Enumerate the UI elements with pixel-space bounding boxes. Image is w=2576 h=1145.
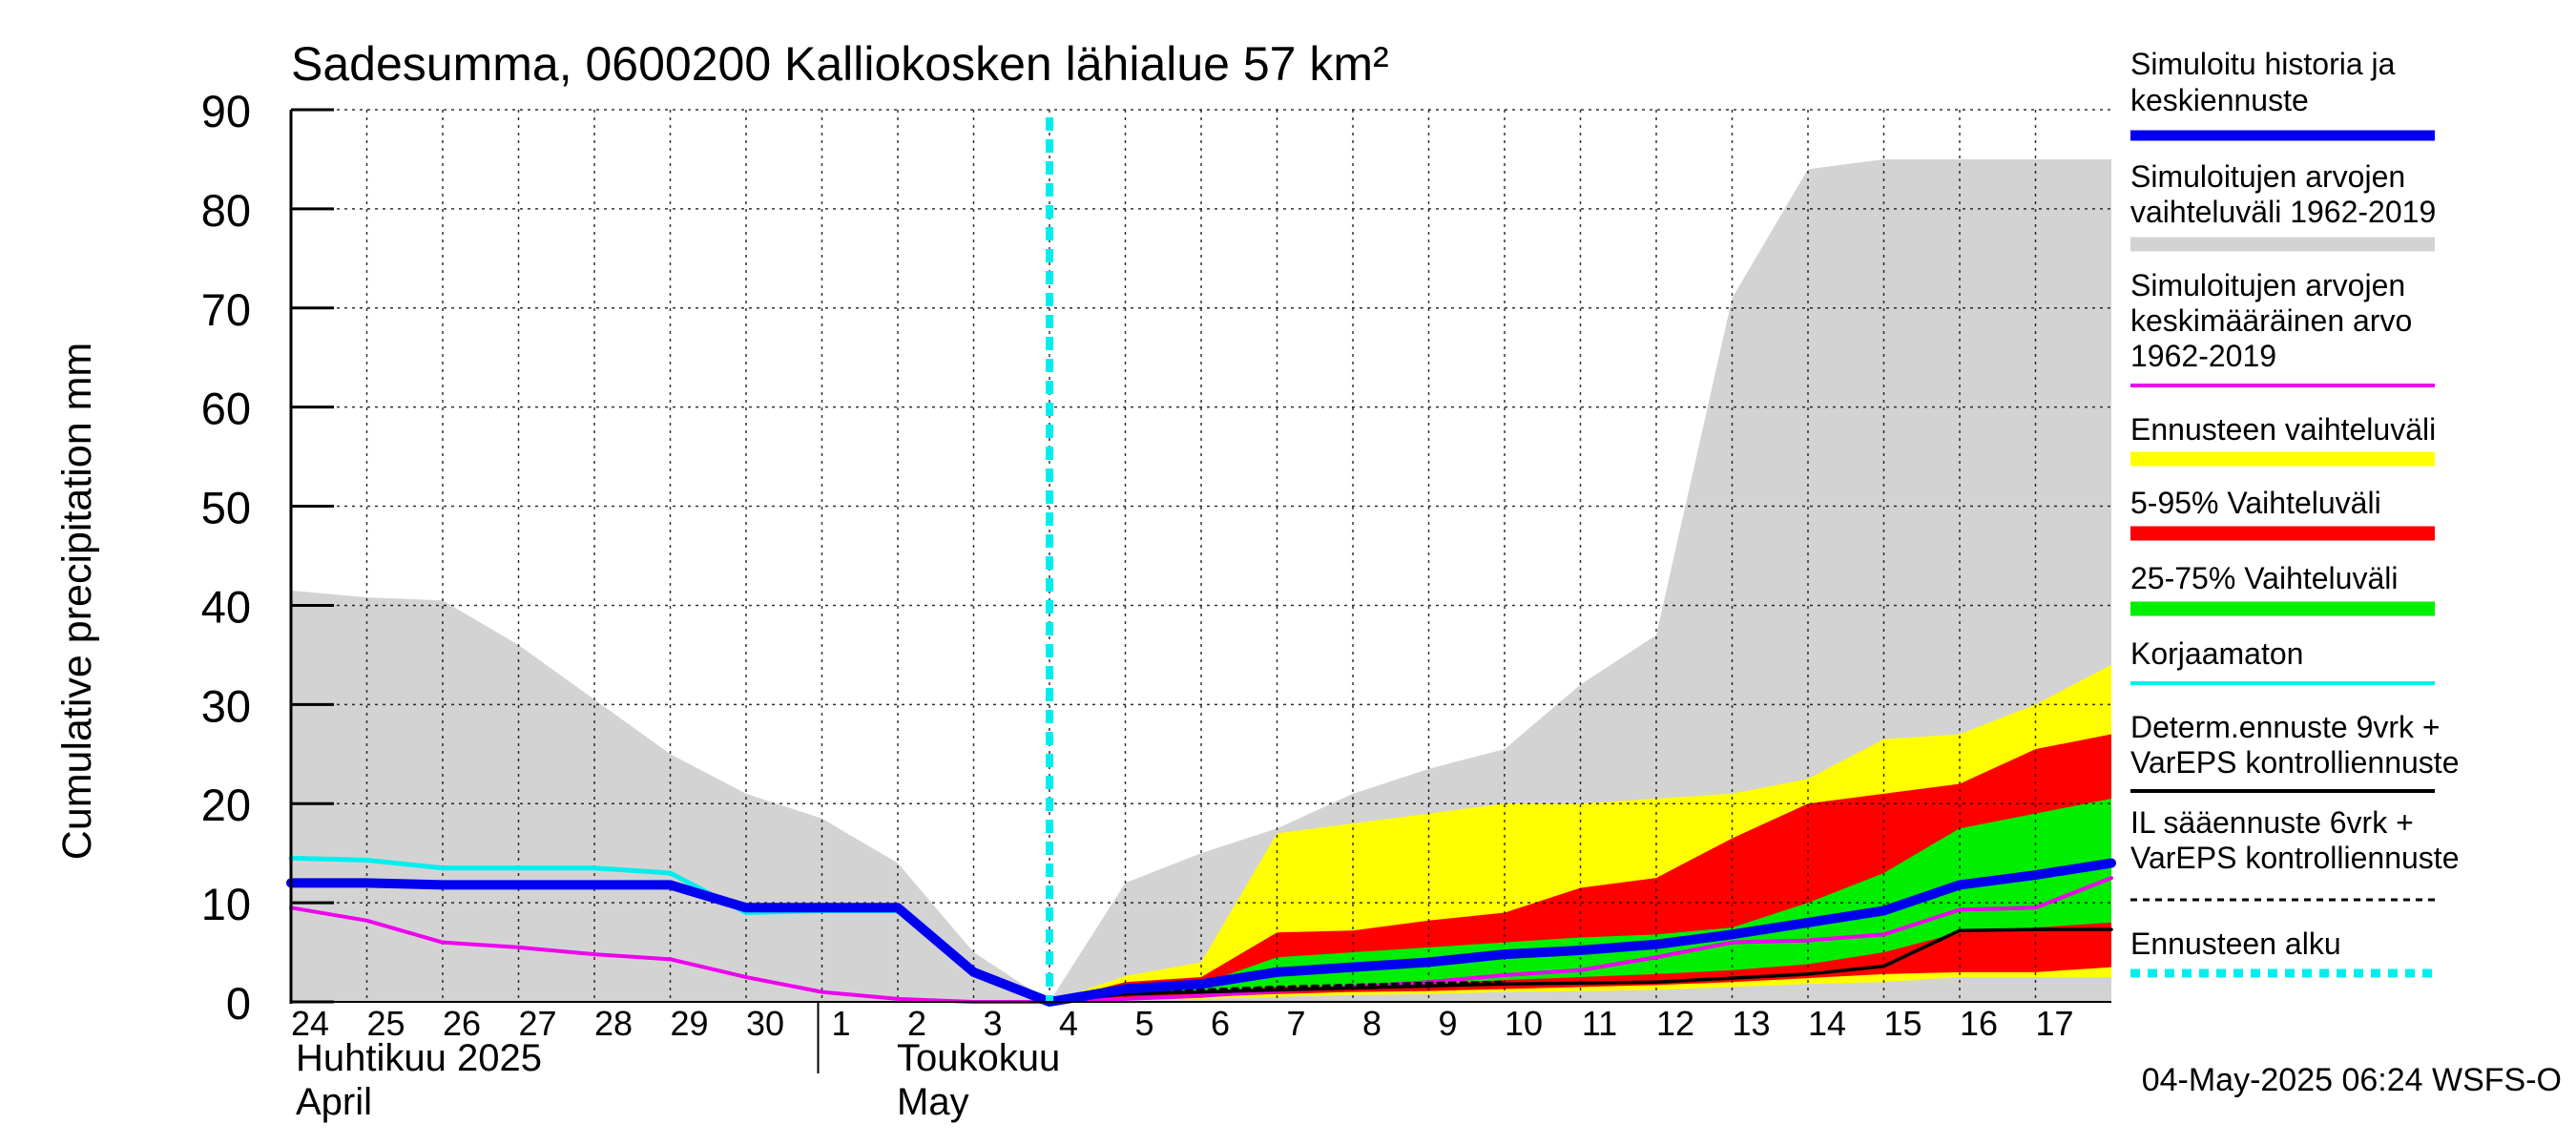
legend-label-uncorr: Korjaamaton bbox=[2130, 636, 2303, 671]
legend-label-il: IL sääennuste 6vrk + bbox=[2130, 805, 2414, 840]
month-label-april-en: April bbox=[296, 1081, 372, 1123]
x-tick-label: 6 bbox=[1211, 1004, 1230, 1043]
legend-label-ens_range: Ennusteen vaihteluväli bbox=[2130, 412, 2436, 447]
legend-label-determ: Determ.ennuste 9vrk + bbox=[2130, 710, 2441, 744]
legend-label-p5_95: 5-95% Vaihteluväli bbox=[2130, 486, 2381, 520]
legend-label-sim: keskiennuste bbox=[2130, 83, 2309, 117]
series-simulated bbox=[286, 858, 2116, 1007]
y-tick-label: 50 bbox=[201, 483, 251, 533]
x-tick-label: 1 bbox=[831, 1004, 850, 1043]
x-tick-label: 29 bbox=[670, 1004, 708, 1043]
x-tick-label: 15 bbox=[1883, 1004, 1922, 1043]
grid-layer bbox=[291, 109, 2111, 1002]
x-tick-label: 4 bbox=[1059, 1004, 1078, 1043]
month-label-april-fi: Huhtikuu 2025 bbox=[296, 1037, 542, 1079]
y-tick-label: 40 bbox=[201, 581, 251, 632]
x-tick-label: 16 bbox=[1960, 1004, 1998, 1043]
x-tick-label: 9 bbox=[1438, 1004, 1457, 1043]
y-tick-label: 90 bbox=[201, 86, 251, 136]
y-tick-label: 70 bbox=[201, 284, 251, 335]
legend-label-determ: VarEPS kontrolliennuste bbox=[2130, 745, 2459, 780]
legend-label-start: Ennusteen alku bbox=[2130, 926, 2341, 961]
series-hist-mean bbox=[289, 876, 2113, 1004]
y-axis-label: Cumulative precipitation mm bbox=[54, 343, 100, 860]
line-layer bbox=[286, 117, 2116, 1007]
legend-label-sim: Simuloitu historia ja bbox=[2130, 47, 2396, 81]
series-determ bbox=[1048, 927, 2113, 1004]
x-tick-label: 13 bbox=[1732, 1004, 1770, 1043]
x-tick-label: 11 bbox=[1582, 1004, 1617, 1043]
series-il-forecast bbox=[1048, 980, 1506, 1004]
x-tick-label: 28 bbox=[594, 1004, 633, 1043]
y-tick-label: 60 bbox=[201, 384, 251, 434]
x-tick-label: 25 bbox=[366, 1004, 405, 1043]
x-tick-label: 12 bbox=[1656, 1004, 1694, 1043]
y-tick-label: 30 bbox=[201, 680, 251, 731]
y-tick-label: 0 bbox=[226, 978, 251, 1029]
y-tick-label: 20 bbox=[201, 780, 251, 830]
x-tick-label: 5 bbox=[1134, 1004, 1153, 1043]
legend-label-p25_75: 25-75% Vaihteluväli bbox=[2130, 561, 2398, 595]
x-tick-label: 10 bbox=[1505, 1004, 1543, 1043]
legend-label-il: VarEPS kontrolliennuste bbox=[2130, 841, 2459, 875]
legend-label-hist_mean: keskimääräinen arvo bbox=[2130, 303, 2412, 338]
month-label-may-fi: Toukokuu bbox=[897, 1037, 1060, 1079]
y-tick-label: 80 bbox=[201, 185, 251, 236]
x-tick-label: 7 bbox=[1286, 1004, 1305, 1043]
x-tick-label: 8 bbox=[1362, 1004, 1381, 1043]
x-tick-label: 3 bbox=[983, 1004, 1002, 1043]
x-tick-label: 30 bbox=[746, 1004, 784, 1043]
timestamp: 04-May-2025 06:24 WSFS-O bbox=[2142, 1062, 2562, 1098]
month-label-may-en: May bbox=[897, 1081, 969, 1123]
legend-label-hist_mean: Simuloitujen arvojen bbox=[2130, 268, 2405, 302]
y-tick-label: 10 bbox=[201, 879, 251, 929]
legend-label-hist_range: Simuloitujen arvojen bbox=[2130, 159, 2405, 194]
x-tick-label: 27 bbox=[518, 1004, 556, 1043]
legend-label-hist_mean: 1962-2019 bbox=[2130, 339, 2276, 373]
chart-title: Sadesumma, 0600200 Kalliokosken lähialue… bbox=[291, 37, 1389, 91]
legend-label-hist_range: vaihteluväli 1962-2019 bbox=[2130, 195, 2436, 229]
x-tick-label: 2 bbox=[907, 1004, 926, 1043]
x-tick-label: 17 bbox=[2035, 1004, 2073, 1043]
x-tick-label: 14 bbox=[1808, 1004, 1846, 1043]
x-tick-label: 26 bbox=[443, 1004, 481, 1043]
band-p25_75 bbox=[1049, 799, 2111, 1002]
x-tick-label: 24 bbox=[291, 1004, 329, 1043]
